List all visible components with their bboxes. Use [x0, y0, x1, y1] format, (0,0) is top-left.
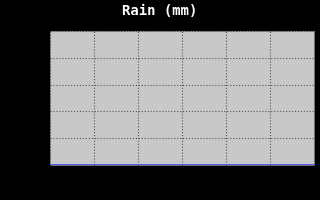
Title: 16/10/11 - 17/10/11: 16/10/11 - 17/10/11 — [117, 20, 246, 30]
Text: Rain (mm): Rain (mm) — [122, 4, 198, 18]
